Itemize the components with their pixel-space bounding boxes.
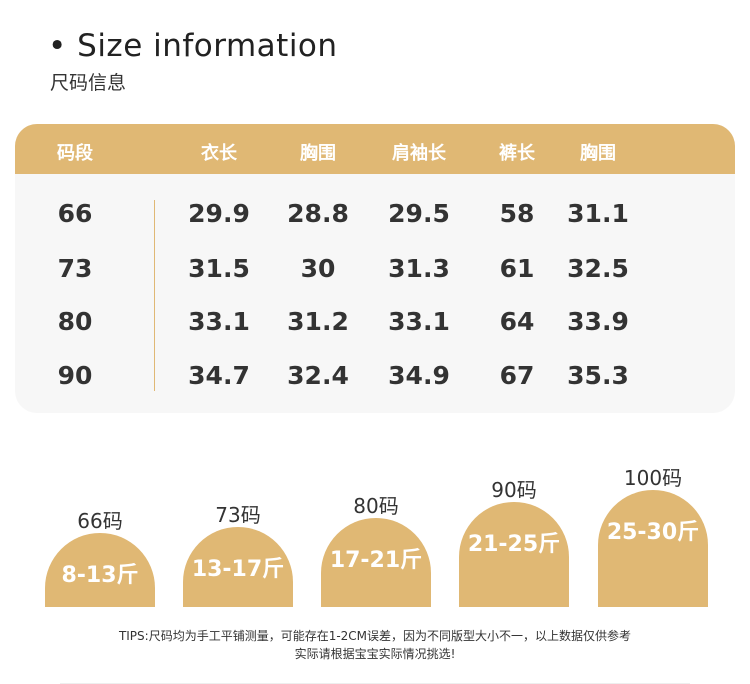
table-cell: 28.8 (287, 199, 349, 228)
table-row: 73 31.5 30 31.3 61 32.5 (15, 254, 735, 294)
size-label: 90码 (491, 478, 537, 502)
size-label: 73码 (215, 503, 261, 527)
weight-range: 13-17斤 (191, 557, 285, 582)
size-label: 100码 (623, 466, 683, 490)
table-cell: 80 (57, 307, 93, 336)
weight-range: 8-13斤 (61, 563, 139, 588)
table-cell: 35.3 (567, 361, 629, 390)
column-header: 胸围 (580, 143, 616, 164)
table-cell: 31.2 (287, 307, 349, 336)
column-divider (154, 200, 155, 391)
column-header: 衣长 (201, 143, 237, 164)
tips-line-2: 实际请根据宝宝实际情况挑选! (294, 647, 456, 661)
table-cell: 33.1 (188, 307, 250, 336)
table-row: 90 34.7 32.4 34.9 67 35.3 (15, 361, 735, 401)
weight-badge: 8-13斤 (45, 533, 155, 607)
weight-range: 25-30斤 (606, 520, 700, 545)
column-header: 裤长 (499, 143, 535, 164)
table-cell: 33.9 (567, 307, 629, 336)
table-cell: 32.5 (567, 254, 629, 283)
table-header: 码段 衣长 胸围 肩袖长 裤长 胸围 (15, 124, 735, 174)
size-table: 码段 衣长 胸围 肩袖长 裤长 胸围 66 29.9 28.8 29.5 58 31.1 73 31.5… (15, 124, 735, 413)
table-cell: 31.5 (188, 254, 250, 283)
tips-line-1: TIPS:尺码均为手工平铺测量，可能存在1-2CM误差，因为不同版型大小不一，以… (118, 629, 632, 643)
section-subtitle: 尺码信息 (50, 72, 127, 94)
size-label: 66码 (77, 509, 123, 533)
table-cell: 31.1 (567, 199, 629, 228)
table-cell: 30 (300, 254, 336, 283)
table-cell: 73 (57, 254, 93, 283)
column-header: 肩袖长 (392, 143, 446, 164)
table-row: 66 29.9 28.8 29.5 58 31.1 (15, 199, 735, 239)
table-row: 80 33.1 31.2 33.1 64 33.9 (15, 307, 735, 347)
table-cell: 58 (499, 199, 535, 228)
column-header: 码段 (57, 143, 93, 164)
table-cell: 32.4 (287, 361, 349, 390)
table-cell: 33.1 (388, 307, 450, 336)
table-cell: 29.9 (188, 199, 250, 228)
weight-badge: 17-21斤 (321, 518, 431, 607)
section-title: • Size information (48, 28, 338, 64)
table-cell: 34.9 (388, 361, 450, 390)
weight-badge: 21-25斤 (459, 502, 569, 607)
table-cell: 66 (57, 199, 93, 228)
table-cell: 34.7 (188, 361, 250, 390)
table-cell: 61 (499, 254, 535, 283)
table-cell: 90 (57, 361, 93, 390)
weight-range: 17-21斤 (329, 548, 423, 573)
weight-badge: 13-17斤 (183, 527, 293, 607)
table-cell: 31.3 (388, 254, 450, 283)
column-header: 胸围 (300, 143, 336, 164)
size-label: 80码 (353, 494, 399, 518)
weight-badge: 25-30斤 (598, 490, 708, 607)
table-cell: 29.5 (388, 199, 450, 228)
table-cell: 67 (499, 361, 535, 390)
table-cell: 64 (499, 307, 535, 336)
weight-range: 21-25斤 (467, 532, 561, 557)
